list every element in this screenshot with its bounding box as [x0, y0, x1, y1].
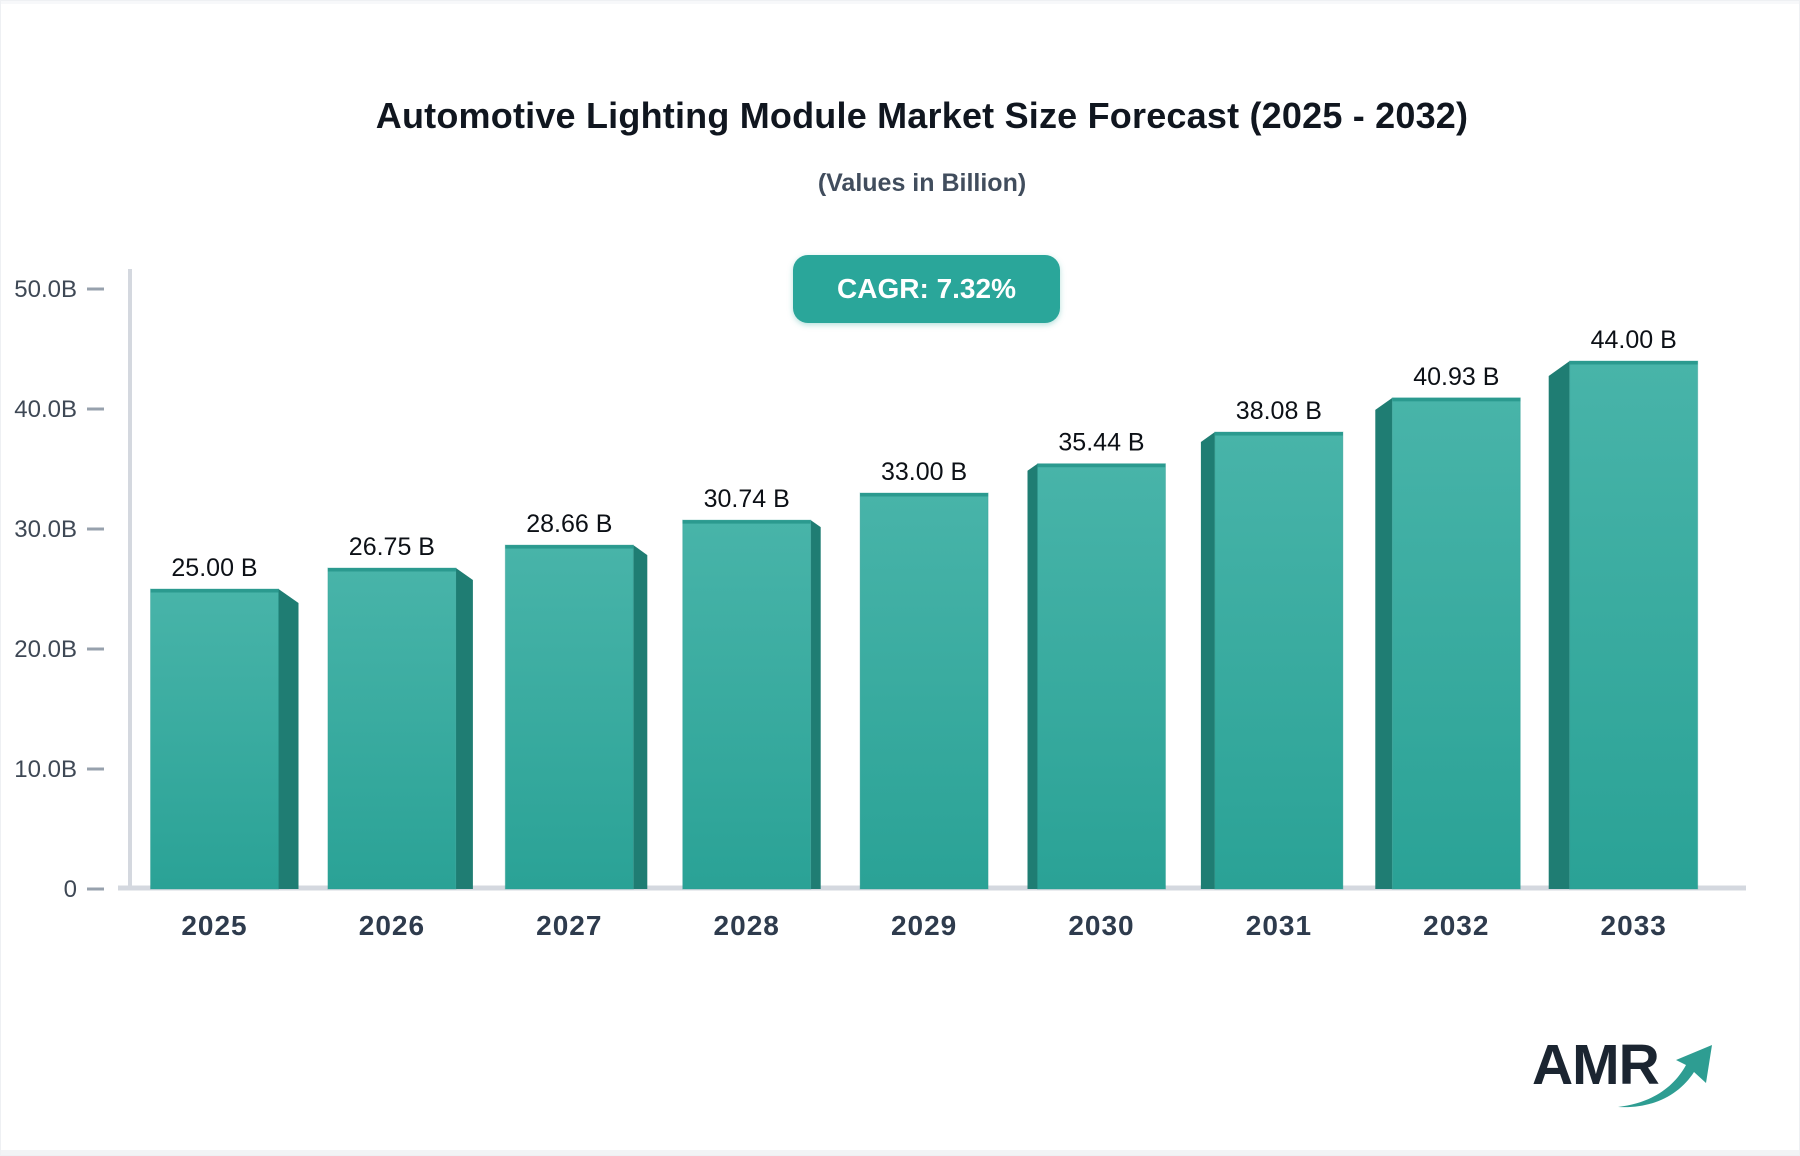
bar-group-2026: 26.75 B 2026: [327, 533, 473, 941]
y-tick-mark: [87, 887, 104, 891]
x-tick-label: 2028: [714, 910, 780, 941]
y-tick-mark: [87, 407, 104, 411]
bar-top-edge: [860, 493, 989, 497]
x-tick-label: 2027: [536, 910, 602, 941]
bar-front-face: [859, 492, 989, 890]
x-tick-label: 2030: [1068, 910, 1134, 941]
bar-front-face: [682, 519, 812, 890]
bar-side-face: [633, 545, 648, 889]
bar-side-face: [1200, 432, 1215, 889]
bar-value-label: 30.74 B: [704, 485, 790, 513]
y-tick-label: 20.0B: [14, 636, 77, 663]
bar-front-face: [1391, 397, 1521, 890]
y-tick-label: 30.0B: [14, 516, 77, 543]
bar-value-label: 38.08 B: [1236, 397, 1322, 425]
bar-value-label: 28.66 B: [526, 510, 612, 538]
bar-group-2033: 44.00 B 2033: [1548, 326, 1699, 941]
cagr-badge: CAGR: 7.32%: [793, 255, 1060, 323]
bar-value-label: 35.44 B: [1058, 429, 1144, 457]
bar-side-face: [1027, 463, 1038, 889]
bar-top-edge: [1214, 432, 1343, 436]
bar-side-face: [1548, 361, 1570, 889]
y-tick-mark: [87, 647, 104, 651]
bar-value-label: 26.75 B: [349, 533, 435, 561]
amr-logo: AMR: [1532, 1037, 1722, 1127]
bar-value-label: 44.00 B: [1591, 326, 1677, 354]
bar-top-edge: [1569, 361, 1698, 365]
bar-front-face: [150, 588, 279, 890]
bar-group-2032: 40.93 B 2032: [1375, 363, 1521, 941]
y-axis-line: [128, 269, 132, 889]
bar-front-face: [327, 567, 457, 890]
growth-arrow-icon: [1618, 1045, 1712, 1108]
bar-side-face: [1375, 397, 1393, 889]
bar-value-label: 33.00 B: [881, 458, 967, 486]
bar-top-edge: [327, 568, 456, 572]
bar-top-edge: [505, 545, 634, 549]
x-tick-label: 2025: [181, 910, 247, 941]
bar-side-face: [278, 589, 299, 889]
y-tick-mark: [87, 527, 104, 531]
x-tick-label: 2026: [359, 910, 425, 941]
bar-group-2031: 38.08 B 2031: [1200, 397, 1344, 941]
x-tick-label: 2033: [1601, 910, 1667, 941]
y-tick-label: 40.0B: [14, 396, 77, 423]
bar-front-face: [1569, 360, 1699, 890]
bar-value-label: 25.00 B: [171, 554, 257, 582]
bar-top-edge: [1392, 397, 1521, 402]
bar-top-edge: [1037, 463, 1166, 468]
bar-side-face: [455, 568, 473, 889]
bar-front-face: [1037, 463, 1166, 890]
bar-top-edge: [150, 589, 279, 593]
bar-top-edge: [682, 520, 811, 524]
bar-front-face: [504, 544, 634, 890]
amr-logo-text: AMR: [1532, 1033, 1660, 1097]
x-tick-label: 2031: [1246, 910, 1312, 941]
y-tick-label: 0: [64, 876, 77, 903]
bar-group-2029: 33.00 B 2029: [859, 458, 989, 941]
y-tick-mark: [87, 287, 104, 291]
y-tick-label: 50.0B: [14, 276, 77, 303]
y-tick-mark: [87, 767, 104, 771]
bar-front-face: [1214, 431, 1344, 890]
bar-side-face: [810, 520, 821, 889]
bar-value-label: 40.93 B: [1413, 363, 1499, 391]
x-tick-label: 2032: [1423, 910, 1489, 941]
bar-group-2030: 35.44 B 2030: [1027, 429, 1166, 941]
page-bottom-edge: [1, 1150, 1799, 1155]
bar-group-2025: 25.00 B 2025: [150, 554, 299, 941]
chart-subtitle: (Values in Billion): [817, 169, 1027, 197]
bar-group-2028: 30.74 B 2028: [682, 485, 821, 941]
page-top-edge: [1, 1, 1799, 4]
x-tick-label: 2029: [891, 910, 957, 941]
cagr-badge-label: CAGR: 7.32%: [837, 273, 1016, 304]
bar-group-2027: 28.66 B 2027: [504, 510, 648, 941]
chart-title: Automotive Lighting Module Market Size F…: [375, 95, 1469, 136]
y-tick-label: 10.0B: [14, 756, 77, 783]
